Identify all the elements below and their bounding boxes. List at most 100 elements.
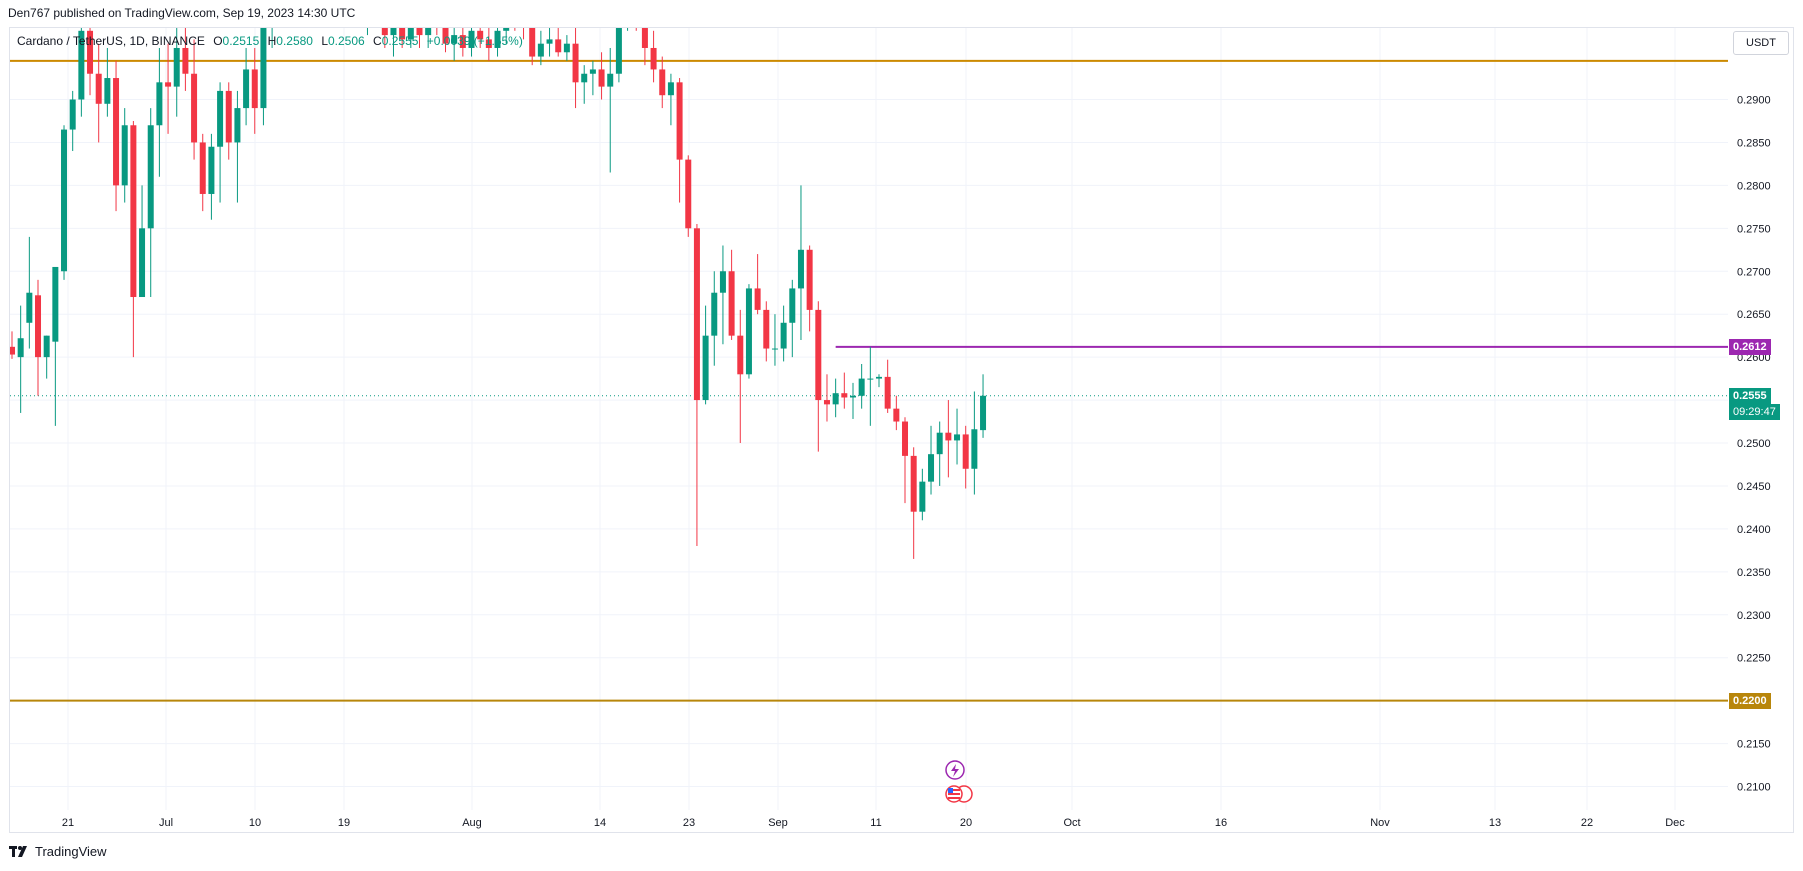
chart-frame[interactable] xyxy=(9,27,1794,833)
candle xyxy=(625,1,631,31)
time-tick-label: Dec xyxy=(1665,817,1685,829)
candle-body xyxy=(512,14,518,23)
candle xyxy=(823,374,830,422)
time-tick-label: 20 xyxy=(960,817,972,829)
time-tick-label: 22 xyxy=(1581,817,1593,829)
candle xyxy=(407,28,414,48)
candle xyxy=(330,0,336,22)
high-value: 0.2580 xyxy=(276,34,313,48)
candle-body xyxy=(217,90,224,147)
symbol-name[interactable]: Cardano / TetherUS, 1D, BINANCE xyxy=(17,34,205,48)
candle-body xyxy=(407,28,414,40)
time-tick-label: 13 xyxy=(1489,817,1501,829)
price-tick-label: 0.2100 xyxy=(1737,782,1771,794)
candle xyxy=(156,47,163,177)
candle-body xyxy=(304,0,310,5)
candle-body xyxy=(659,69,666,96)
event-markers xyxy=(945,760,973,803)
candle-body xyxy=(581,73,588,83)
us-flag-event-icon[interactable] xyxy=(945,785,973,803)
change-value: +0.0039 (+1.55%) xyxy=(426,34,523,48)
candle xyxy=(745,284,752,379)
candle xyxy=(884,359,891,413)
candle-body xyxy=(113,78,120,186)
candle-body xyxy=(858,378,865,396)
candle xyxy=(173,28,180,117)
candle xyxy=(919,468,926,521)
candle-body xyxy=(295,5,301,14)
candle xyxy=(503,28,510,44)
candle-body xyxy=(789,288,796,323)
candle xyxy=(485,28,492,61)
candle xyxy=(271,28,273,48)
close-value: 0.2555 xyxy=(381,34,419,48)
time-tick-label: 11 xyxy=(870,817,881,829)
candle xyxy=(641,28,648,66)
candle xyxy=(104,47,111,117)
candle xyxy=(312,0,318,5)
time-tick-label: 10 xyxy=(249,817,261,829)
price-tick-label: 0.2900 xyxy=(1737,95,1771,107)
price-tick-label: 0.2300 xyxy=(1737,610,1771,622)
candle-body xyxy=(676,82,683,160)
candle-body xyxy=(381,28,388,36)
candle xyxy=(278,0,284,22)
candle-body xyxy=(373,5,379,18)
candle-body xyxy=(35,295,42,358)
candle-body xyxy=(390,28,397,36)
price-tick-label: 0.2850 xyxy=(1737,137,1771,149)
candle-body xyxy=(234,108,241,143)
candle-body xyxy=(650,47,657,70)
candle-body xyxy=(537,43,544,57)
candle xyxy=(459,28,466,57)
candle-body xyxy=(225,90,232,143)
candle-body xyxy=(139,228,146,298)
time-tick-label: 21 xyxy=(62,817,74,829)
last-price-tag: 0.2555 xyxy=(1729,387,1771,404)
candle xyxy=(780,305,787,362)
candle xyxy=(121,108,128,203)
candle-body xyxy=(529,28,536,57)
candle-body xyxy=(43,335,50,358)
candle xyxy=(685,155,692,237)
candle xyxy=(139,185,146,298)
candle-body xyxy=(625,1,631,14)
candle-body xyxy=(589,69,596,74)
candle-body xyxy=(156,82,163,126)
candle-body xyxy=(191,73,198,143)
candle-body xyxy=(52,266,59,342)
low-value: 0.2506 xyxy=(328,34,365,48)
candle xyxy=(797,185,804,340)
candle xyxy=(26,236,33,349)
candle xyxy=(980,374,987,438)
level-price-tag: 0.2612 xyxy=(1729,338,1771,355)
candle xyxy=(10,331,15,359)
candle-body xyxy=(278,0,284,5)
candle xyxy=(260,28,267,126)
tradingview-footer[interactable]: TradingView xyxy=(9,844,107,859)
candle xyxy=(676,78,683,203)
published-by-line: Den767 published on TradingView.com, Sep… xyxy=(8,6,356,20)
candle-body xyxy=(356,0,362,14)
candle-body xyxy=(199,142,206,194)
candle xyxy=(537,30,544,66)
candle-body xyxy=(260,28,267,109)
price-tick-label: 0.2750 xyxy=(1737,223,1771,235)
candle-body xyxy=(546,39,553,44)
candle-body xyxy=(615,28,622,74)
candle xyxy=(945,400,952,478)
candle xyxy=(659,56,666,109)
candle-body xyxy=(477,30,484,40)
candle xyxy=(304,0,310,22)
candle-body xyxy=(685,159,692,229)
candle-body xyxy=(806,249,813,310)
candle xyxy=(366,28,368,36)
candle-body xyxy=(754,288,761,310)
candle-body xyxy=(737,335,744,375)
candle xyxy=(572,28,579,109)
candle xyxy=(442,28,449,53)
lightning-event-icon[interactable] xyxy=(945,760,965,780)
candle xyxy=(589,60,596,96)
currency-selector[interactable]: USDT xyxy=(1733,31,1789,55)
